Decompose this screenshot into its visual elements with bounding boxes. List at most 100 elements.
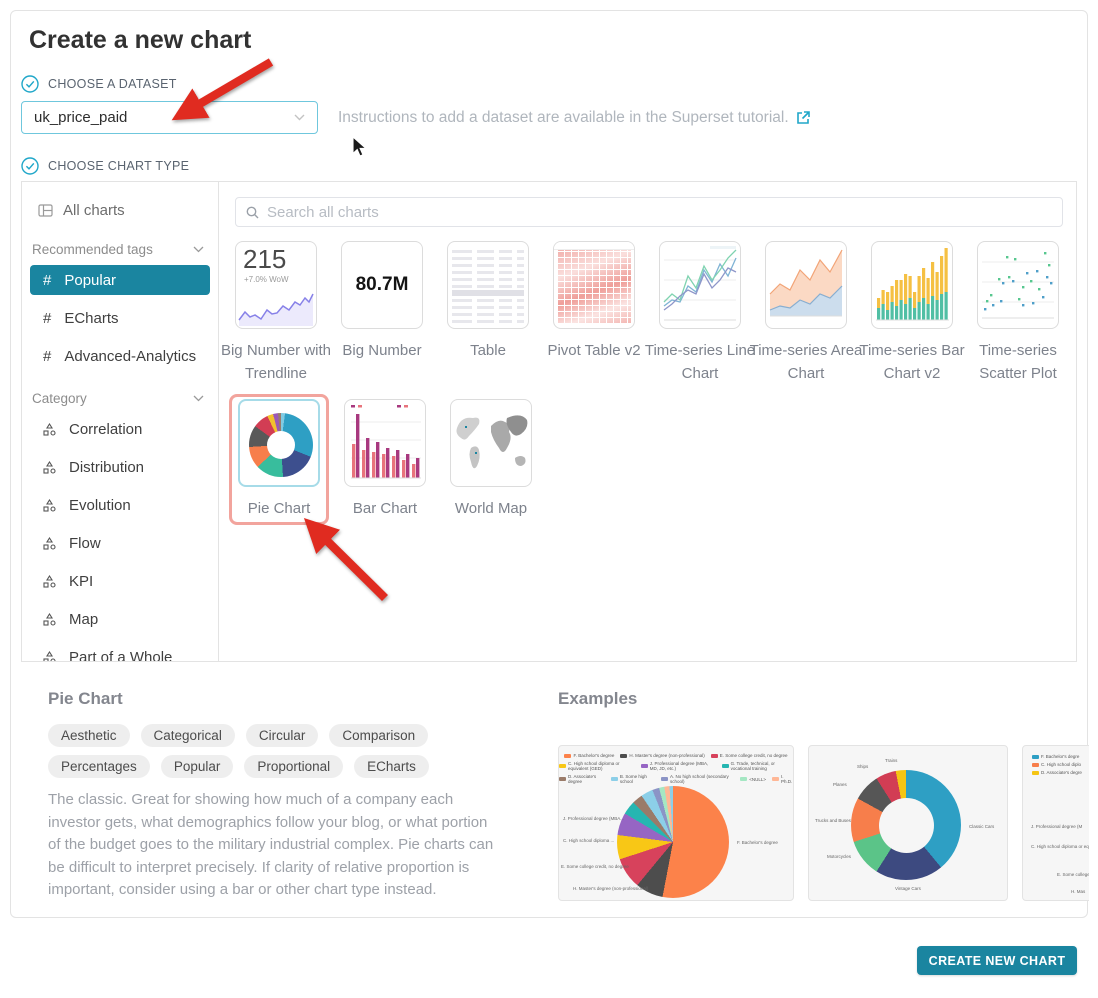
dataset-select-value: uk_price_paid	[34, 109, 128, 126]
world-map-thumb	[450, 399, 532, 487]
table-thumb	[447, 241, 529, 329]
category-shapes-icon	[43, 460, 56, 474]
chart-card-table[interactable]: Table	[447, 241, 529, 385]
tag-pill: Percentages	[48, 755, 150, 778]
details-description: The classic. Great for showing how much …	[48, 791, 494, 898]
examples-row: F. Bachelor's degree H. Master's degree …	[558, 745, 1089, 902]
example-donut-chart: Trains Ships Planes Trucks and Buses Mot…	[808, 745, 1008, 901]
world-map-art	[456, 415, 528, 469]
bar-chart-art	[351, 405, 421, 479]
tag-label: Popular	[64, 271, 117, 289]
chart-thumbnails-row-2: Pie Chart	[229, 394, 532, 525]
chart-card-big-number-trendline[interactable]: 215 +7.0% WoW Big Number with Trendline	[221, 241, 331, 385]
all-charts-icon	[38, 203, 53, 217]
choose-chart-type-step: CHOOSE CHART TYPE	[21, 157, 189, 175]
chart-card-bar[interactable]: Bar Chart	[344, 399, 426, 520]
hash-icon: #	[43, 347, 52, 365]
sidebar-tag-echarts[interactable]: # ECharts	[30, 303, 210, 333]
chart-card-ts-area[interactable]: Time-series Area Chart	[750, 241, 862, 385]
tag-pill: Aesthetic	[48, 724, 130, 747]
example-pie-chart-clipped: F. Bachelor's degre C. High school diplo…	[1022, 745, 1089, 901]
category-item-label: Evolution	[69, 496, 131, 514]
chart-card-big-number[interactable]: 80.7M Big Number	[341, 241, 423, 385]
donut-art	[851, 770, 961, 880]
pie-chart-thumb	[238, 399, 320, 487]
tag-pill: Proportional	[244, 755, 344, 778]
chart-card-world-map[interactable]: World Map	[450, 399, 532, 520]
ts-area-thumb	[765, 241, 847, 329]
chart-card-pivot-table[interactable]: Pivot Table v2	[547, 241, 641, 385]
chart-card-label: Big Number	[342, 342, 422, 359]
pie-art	[617, 786, 729, 898]
tag-pill: ECharts	[354, 755, 429, 778]
chart-search-input[interactable]	[267, 203, 1052, 221]
chart-card-label: Pie Chart	[247, 500, 311, 517]
details-tags: Aesthetic Categorical Circular Compariso…	[48, 724, 488, 778]
scatter-chart-art	[982, 252, 1054, 319]
chart-card-label: Time-series Area Chart	[749, 342, 863, 382]
tag-pill: Categorical	[140, 724, 235, 747]
recommended-tags-section[interactable]: Recommended tags	[32, 242, 204, 257]
tag-pill: Comparison	[329, 724, 429, 747]
sidebar-tag-popular[interactable]: # Popular	[30, 265, 210, 295]
chart-details-panel: Pie Chart Aesthetic Categorical Circular…	[21, 662, 1089, 919]
dataset-select[interactable]: uk_price_paid	[21, 101, 318, 134]
chart-thumbnails-row-1: 215 +7.0% WoW Big Number with Trendline …	[221, 241, 1059, 385]
chart-card-ts-line[interactable]: Time-series Line Chart	[645, 241, 755, 385]
category-shapes-icon	[43, 612, 56, 626]
tag-pill: Circular	[245, 724, 319, 747]
sidebar-category-kpi[interactable]: KPI	[30, 566, 210, 596]
create-new-chart-button[interactable]: CREATE NEW CHART	[917, 946, 1077, 975]
chart-card-ts-bar[interactable]: Time-series Bar Chart v2	[859, 241, 965, 385]
chart-card-pie-selected[interactable]: Pie Chart	[229, 394, 329, 525]
check-circle-icon	[21, 157, 39, 175]
chart-card-ts-scatter[interactable]: Time-series Scatter Plot	[977, 241, 1059, 385]
category-item-label: KPI	[69, 572, 94, 590]
category-section[interactable]: Category	[32, 391, 204, 406]
examples-title: Examples	[558, 689, 638, 708]
category-item-label: Correlation	[69, 420, 143, 438]
hash-icon: #	[43, 309, 52, 327]
tag-pill: Popular	[160, 755, 234, 778]
chart-type-sidebar: All charts Recommended tags # Popular # …	[22, 182, 219, 661]
ts-bar-thumb	[871, 241, 953, 329]
hash-icon: #	[43, 271, 52, 289]
pie-donut-art	[249, 413, 313, 477]
sidebar-category-part-of-a-whole[interactable]: Part of a Whole	[30, 642, 210, 661]
category-shapes-icon	[43, 650, 56, 661]
sidebar-category-evolution[interactable]: Evolution	[30, 490, 210, 520]
sidebar-category-correlation[interactable]: Correlation	[30, 414, 210, 444]
category-shapes-icon	[43, 498, 56, 512]
chart-type-panel: All charts Recommended tags # Popular # …	[21, 181, 1077, 662]
bar-chart-thumb	[344, 399, 426, 487]
line-chart-art	[663, 246, 737, 321]
choose-dataset-step: CHOOSE A DATASET	[21, 75, 177, 93]
category-item-label: Part of a Whole	[69, 648, 173, 662]
bar-chart-art	[876, 248, 949, 321]
chart-search[interactable]	[235, 197, 1063, 227]
all-charts-label: All charts	[63, 201, 125, 219]
recommended-tags-label: Recommended tags	[32, 242, 153, 257]
sidebar-tag-advanced-analytics[interactable]: # Advanced-Analytics	[30, 341, 210, 371]
category-shapes-icon	[43, 422, 56, 436]
pie-legend: F. Bachelor's degree H. Master's degree …	[559, 753, 793, 784]
category-item-label: Map	[69, 610, 99, 628]
ts-line-thumb	[659, 241, 741, 329]
sidebar-category-distribution[interactable]: Distribution	[30, 452, 210, 482]
category-item-label: Distribution	[69, 458, 145, 476]
chart-card-label: Big Number with Trendline	[220, 342, 332, 382]
chart-card-label: World Map	[454, 500, 528, 517]
pivot-table-thumb	[553, 241, 635, 329]
chart-card-label: Time-series Bar Chart v2	[859, 342, 965, 382]
search-icon	[246, 206, 259, 218]
sidebar-category-flow[interactable]: Flow	[30, 528, 210, 558]
chart-card-label: Bar Chart	[352, 500, 418, 517]
sidebar-category-map[interactable]: Map	[30, 604, 210, 634]
big-number-thumb: 80.7M	[341, 241, 423, 329]
chart-card-label: Pivot Table v2	[547, 342, 641, 359]
pie-legend: F. Bachelor's degre C. High school diplo…	[1032, 754, 1082, 775]
sidebar-item-all-charts[interactable]: All charts	[38, 198, 218, 222]
dataset-instructions-link[interactable]: Instructions to add a dataset are availa…	[338, 101, 810, 134]
sparkline-chart	[238, 293, 314, 326]
area-chart-art	[769, 249, 843, 317]
